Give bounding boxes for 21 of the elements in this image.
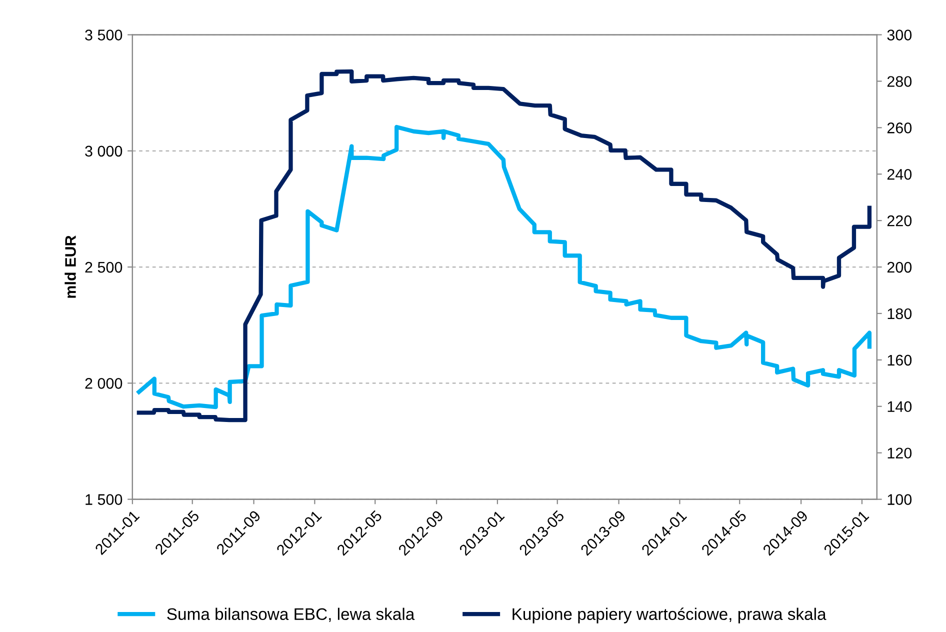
line-series (136, 69, 872, 422)
y2-tick-label: 240 (887, 168, 912, 180)
y-tick-label: 2 500 (85, 262, 122, 273)
legend-label: Suma bilansowa EBC, lewa skala (167, 608, 415, 622)
y2-tick-label: 120 (888, 448, 912, 459)
y2-tick-label: 200 (887, 262, 912, 273)
y-tick-label: 1 500 (86, 494, 122, 505)
y-axis-title: mld EUR (64, 236, 76, 298)
y2-tick-label: 100 (888, 494, 912, 505)
y-tick-label: 3 500 (85, 30, 122, 40)
y-tick-label: 2 000 (85, 378, 122, 389)
legend-label: Kupione papiery wartościowe, prawa skala (512, 608, 826, 624)
y2-tick-label: 140 (888, 401, 912, 412)
y2-tick-label: 280 (887, 76, 912, 87)
y2-tick-label: 160 (888, 354, 912, 366)
y2-tick-label: 220 (887, 215, 912, 226)
y2-tick-label: 300 (887, 30, 912, 40)
y2-tick-label: 260 (887, 122, 912, 134)
line-series (136, 124, 872, 410)
y2-tick-label: 180 (888, 308, 912, 320)
y-tick-label: 3 000 (85, 146, 122, 157)
